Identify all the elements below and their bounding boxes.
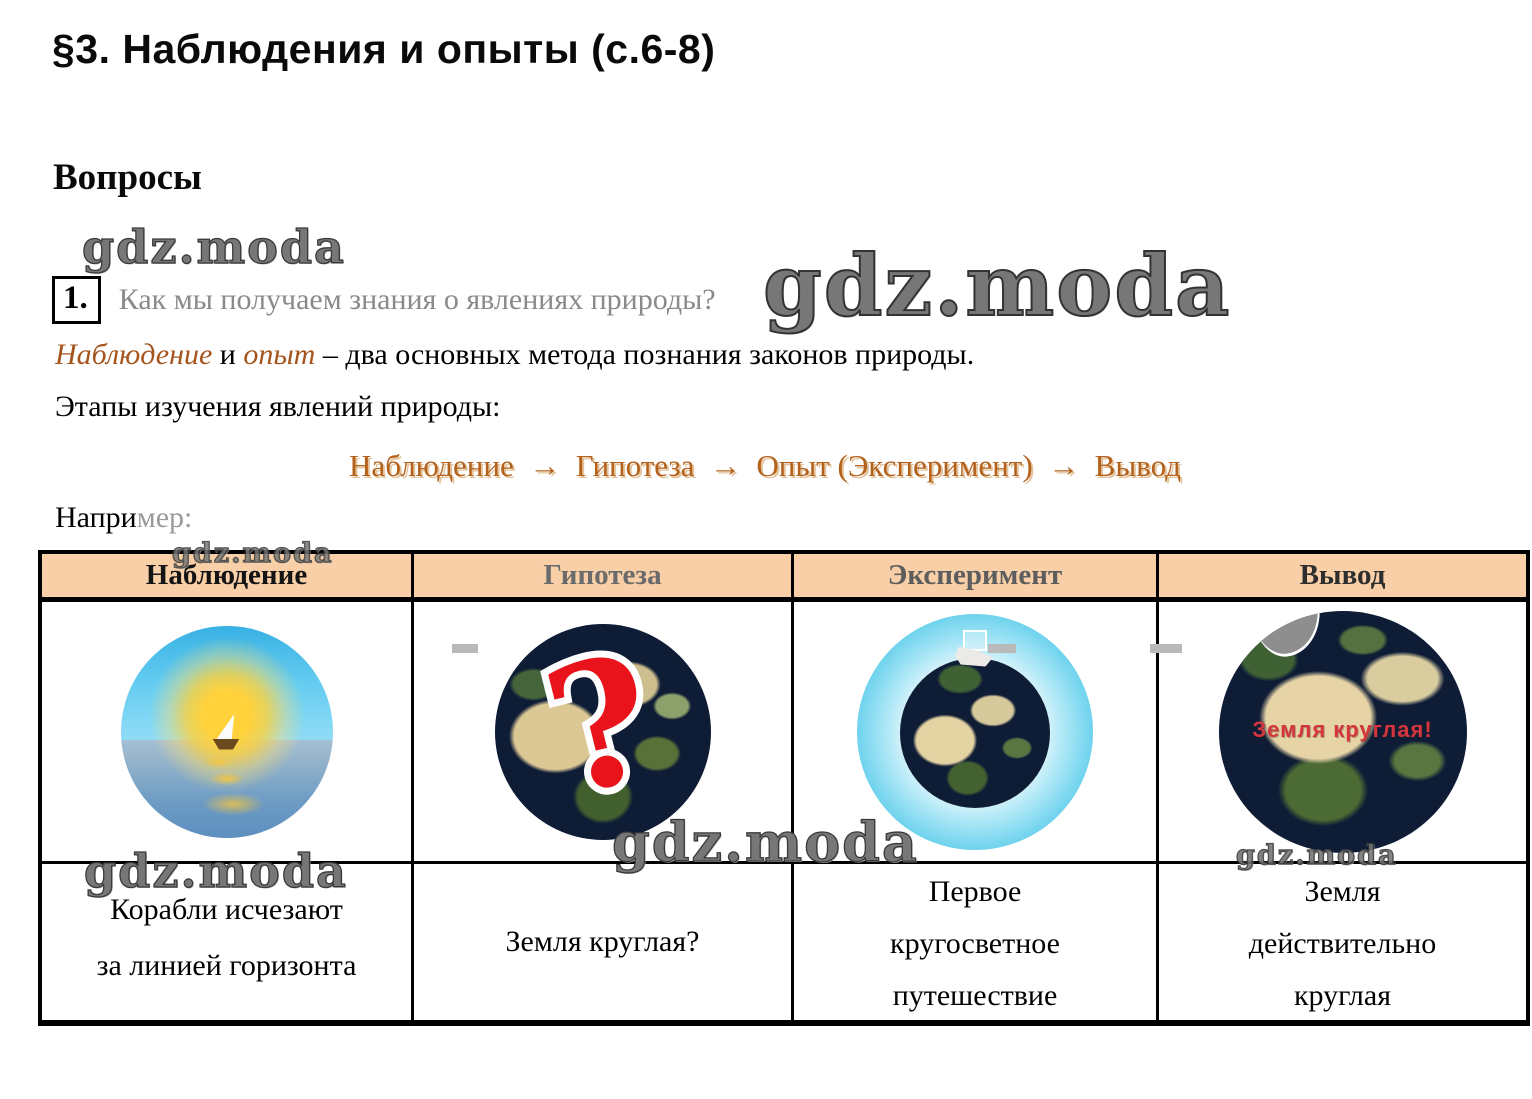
table-image-cell-hypothesis: ? ? [414,602,794,864]
table-image-cell-conclusion: Земля круглая! [1159,602,1526,864]
example-label-part1: Напри [55,501,137,534]
sailboat-sail-icon [216,713,234,739]
cell-text-line: круглая [1293,979,1392,1012]
question-text: Как мы получаем знания о явлениях природ… [118,283,716,316]
question-number-badge: 1. [52,276,101,324]
watermark-remnant [1250,610,1327,661]
cell-text-line: Первое [928,875,1022,908]
question-mark-icon: ? ? [495,624,711,840]
sailboat-hull-icon [212,738,240,750]
answer-intro: Наблюдение и опыт – два основных метода … [55,338,974,372]
earth-circumnavigation-image [857,613,1093,850]
earth-question-image: ? ? [494,623,711,840]
table-image-cell-experiment [794,602,1159,864]
question-mark-fill: ? [527,623,675,835]
cell-text-line: Земля [1304,875,1381,908]
cell-text-line: кругосветное [890,927,1060,960]
table-header-conclusion: Вывод [1159,554,1526,602]
table-header-experiment: Эксперимент [794,554,1159,602]
table-text-cell-experiment: Первое кругосветное путешествие [794,864,1159,1020]
term-observation: Наблюдение [55,338,213,371]
earth-round-image: Земля круглая! [1218,610,1467,853]
ship-sail-icon [963,629,987,651]
answer-rest: – два основных метода познания законов п… [315,338,975,371]
watermark-remnant [452,644,478,653]
watermark: gdz.moda [83,843,348,898]
table-text-cell-hypothesis: Земля круглая? [414,864,794,1020]
watermark: gdz.moda [171,537,334,569]
cell-text-line: действительно [1248,927,1437,960]
page-title: §3. Наблюдения и опыты (с.6-8) [52,26,716,72]
earth-globe [900,657,1050,808]
watermark: gdz.moda [1235,839,1398,871]
method-flow: Наблюдение → Гипотеза → Опыт (Эксперимен… [349,448,1181,483]
table-text-cell-observation: Корабли исчезают за линией горизонта [42,864,414,1020]
term-experiment: опыт [243,338,316,371]
section-heading: Вопросы [53,157,202,198]
table-image-cell-observation [42,602,414,864]
watermark: gdz.moda [762,235,1232,336]
watermark: gdz.moda [81,219,346,274]
table-header-hypothesis: Гипотеза [414,554,794,602]
example-label: Например: [55,501,192,535]
watermark: gdz.moda [611,809,919,874]
globe-caption: Земля круглая! [1252,716,1433,742]
watermark-remnant [1150,644,1182,653]
watermark-remnant [988,644,1016,653]
example-table: Наблюдение Гипотеза Эксперимент Вывод ? … [38,550,1530,1026]
question-1: 1. Как мы получаем знания о явлениях при… [52,276,716,324]
cell-text-line: Земля круглая? [505,925,700,958]
table-header-observation: Наблюдение [42,554,414,602]
stages-label: Этапы изучения явлений природы: [55,390,501,423]
cell-text-line: за линией горизонта [96,949,357,982]
table-text-cell-conclusion: Земля действительно круглая [1159,864,1526,1020]
cell-text-line: Корабли исчезают [110,893,343,926]
example-label-part2: мер: [136,501,193,534]
answer-conjunction: и [212,338,244,371]
cell-text-line: путешествие [892,979,1058,1012]
ship-at-horizon-image [120,625,333,838]
